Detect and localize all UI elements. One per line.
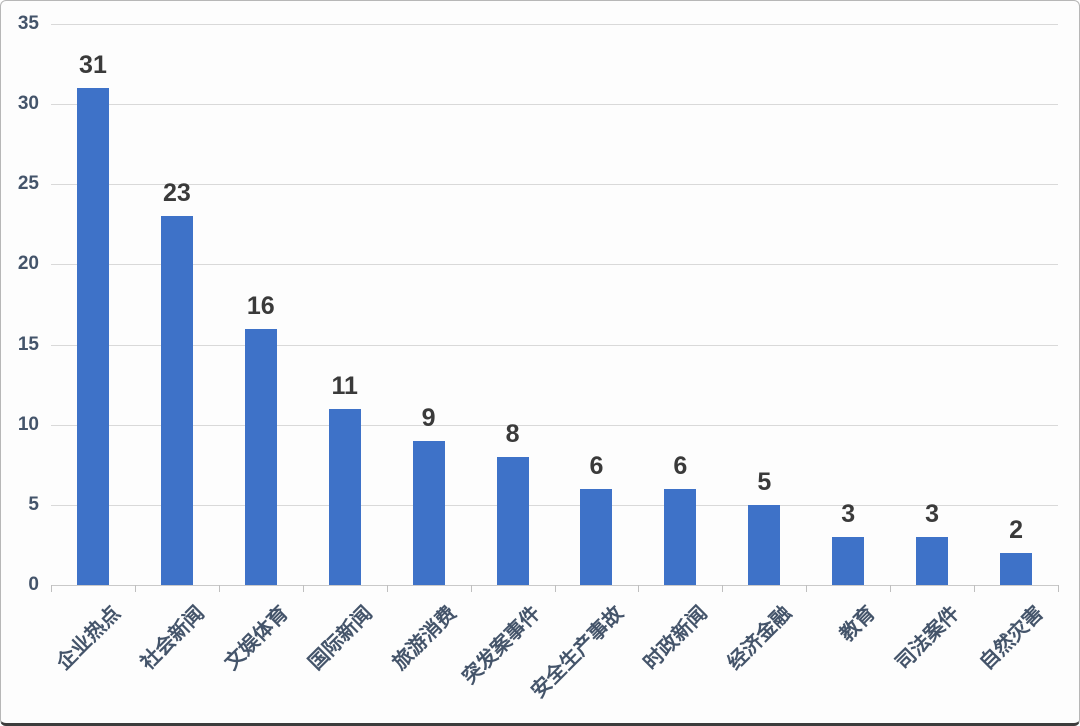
bar	[76, 88, 109, 585]
y-tick-label: 15	[17, 333, 39, 355]
x-category-label: 经济金融	[723, 602, 797, 675]
x-category-label: 时政新闻	[640, 602, 713, 675]
x-tick-mark	[51, 585, 52, 592]
bar	[748, 504, 781, 585]
y-tick-label: 30	[17, 93, 39, 115]
y-gridline	[51, 104, 1058, 106]
x-category-label: 自然灾害	[975, 602, 1048, 675]
y-gridline	[51, 424, 1058, 426]
bar-value-label: 31	[79, 51, 107, 80]
y-gridline	[51, 24, 1058, 25]
bar-value-label: 3	[841, 499, 856, 528]
x-tick-mark	[134, 585, 136, 592]
bar	[412, 440, 445, 585]
bar-value-label: 5	[757, 467, 772, 496]
x-category-label: 国际新闻	[304, 602, 377, 675]
x-tick-mark	[974, 585, 976, 592]
bar	[496, 456, 529, 585]
bar-value-label: 23	[162, 179, 191, 208]
y-tick-label: 25	[17, 173, 39, 195]
x-tick-mark	[386, 585, 388, 592]
bar	[832, 536, 865, 585]
x-tick-mark	[218, 585, 220, 592]
bar	[244, 328, 277, 585]
bar	[328, 408, 361, 585]
y-tick-label: 35	[17, 13, 39, 34]
x-category-label: 旅游消费	[388, 602, 461, 675]
bar-value-label: 8	[505, 419, 520, 448]
bar-value-label: 3	[925, 499, 940, 528]
x-category-label: 社会新闻	[136, 602, 209, 675]
x-tick-mark	[470, 585, 472, 592]
y-gridline	[51, 504, 1058, 506]
x-category-label: 文娱体育	[220, 602, 293, 675]
x-category-label: 司法案件	[891, 602, 964, 675]
bar	[580, 488, 613, 585]
x-tick-mark	[302, 585, 304, 592]
bar-value-label: 6	[673, 451, 688, 480]
x-tick-mark	[806, 585, 808, 592]
y-tick-label: 0	[28, 574, 39, 595]
x-tick-mark	[890, 585, 892, 592]
y-tick-label: 5	[28, 493, 39, 515]
y-tick-label: 20	[17, 253, 39, 275]
y-gridline	[51, 264, 1058, 266]
bar	[1000, 552, 1033, 585]
bar-value-label: 6	[589, 451, 604, 480]
y-gridline	[51, 184, 1058, 186]
x-tick-mark	[638, 585, 640, 592]
bar-value-label: 2	[1009, 515, 1023, 544]
x-category-label: 企业热点	[52, 602, 125, 675]
x-tick-mark	[1058, 585, 1059, 592]
bar-value-label: 9	[421, 403, 436, 432]
y-gridline	[51, 344, 1058, 346]
bar-value-label: 16	[246, 291, 275, 320]
x-tick-mark	[554, 585, 556, 592]
bar-value-label: 11	[331, 371, 358, 400]
y-tick-label: 10	[17, 413, 39, 435]
bar	[916, 536, 949, 585]
bar	[160, 216, 193, 585]
x-tick-mark	[722, 585, 724, 592]
bar	[664, 488, 697, 585]
x-category-label: 教育	[836, 602, 881, 647]
